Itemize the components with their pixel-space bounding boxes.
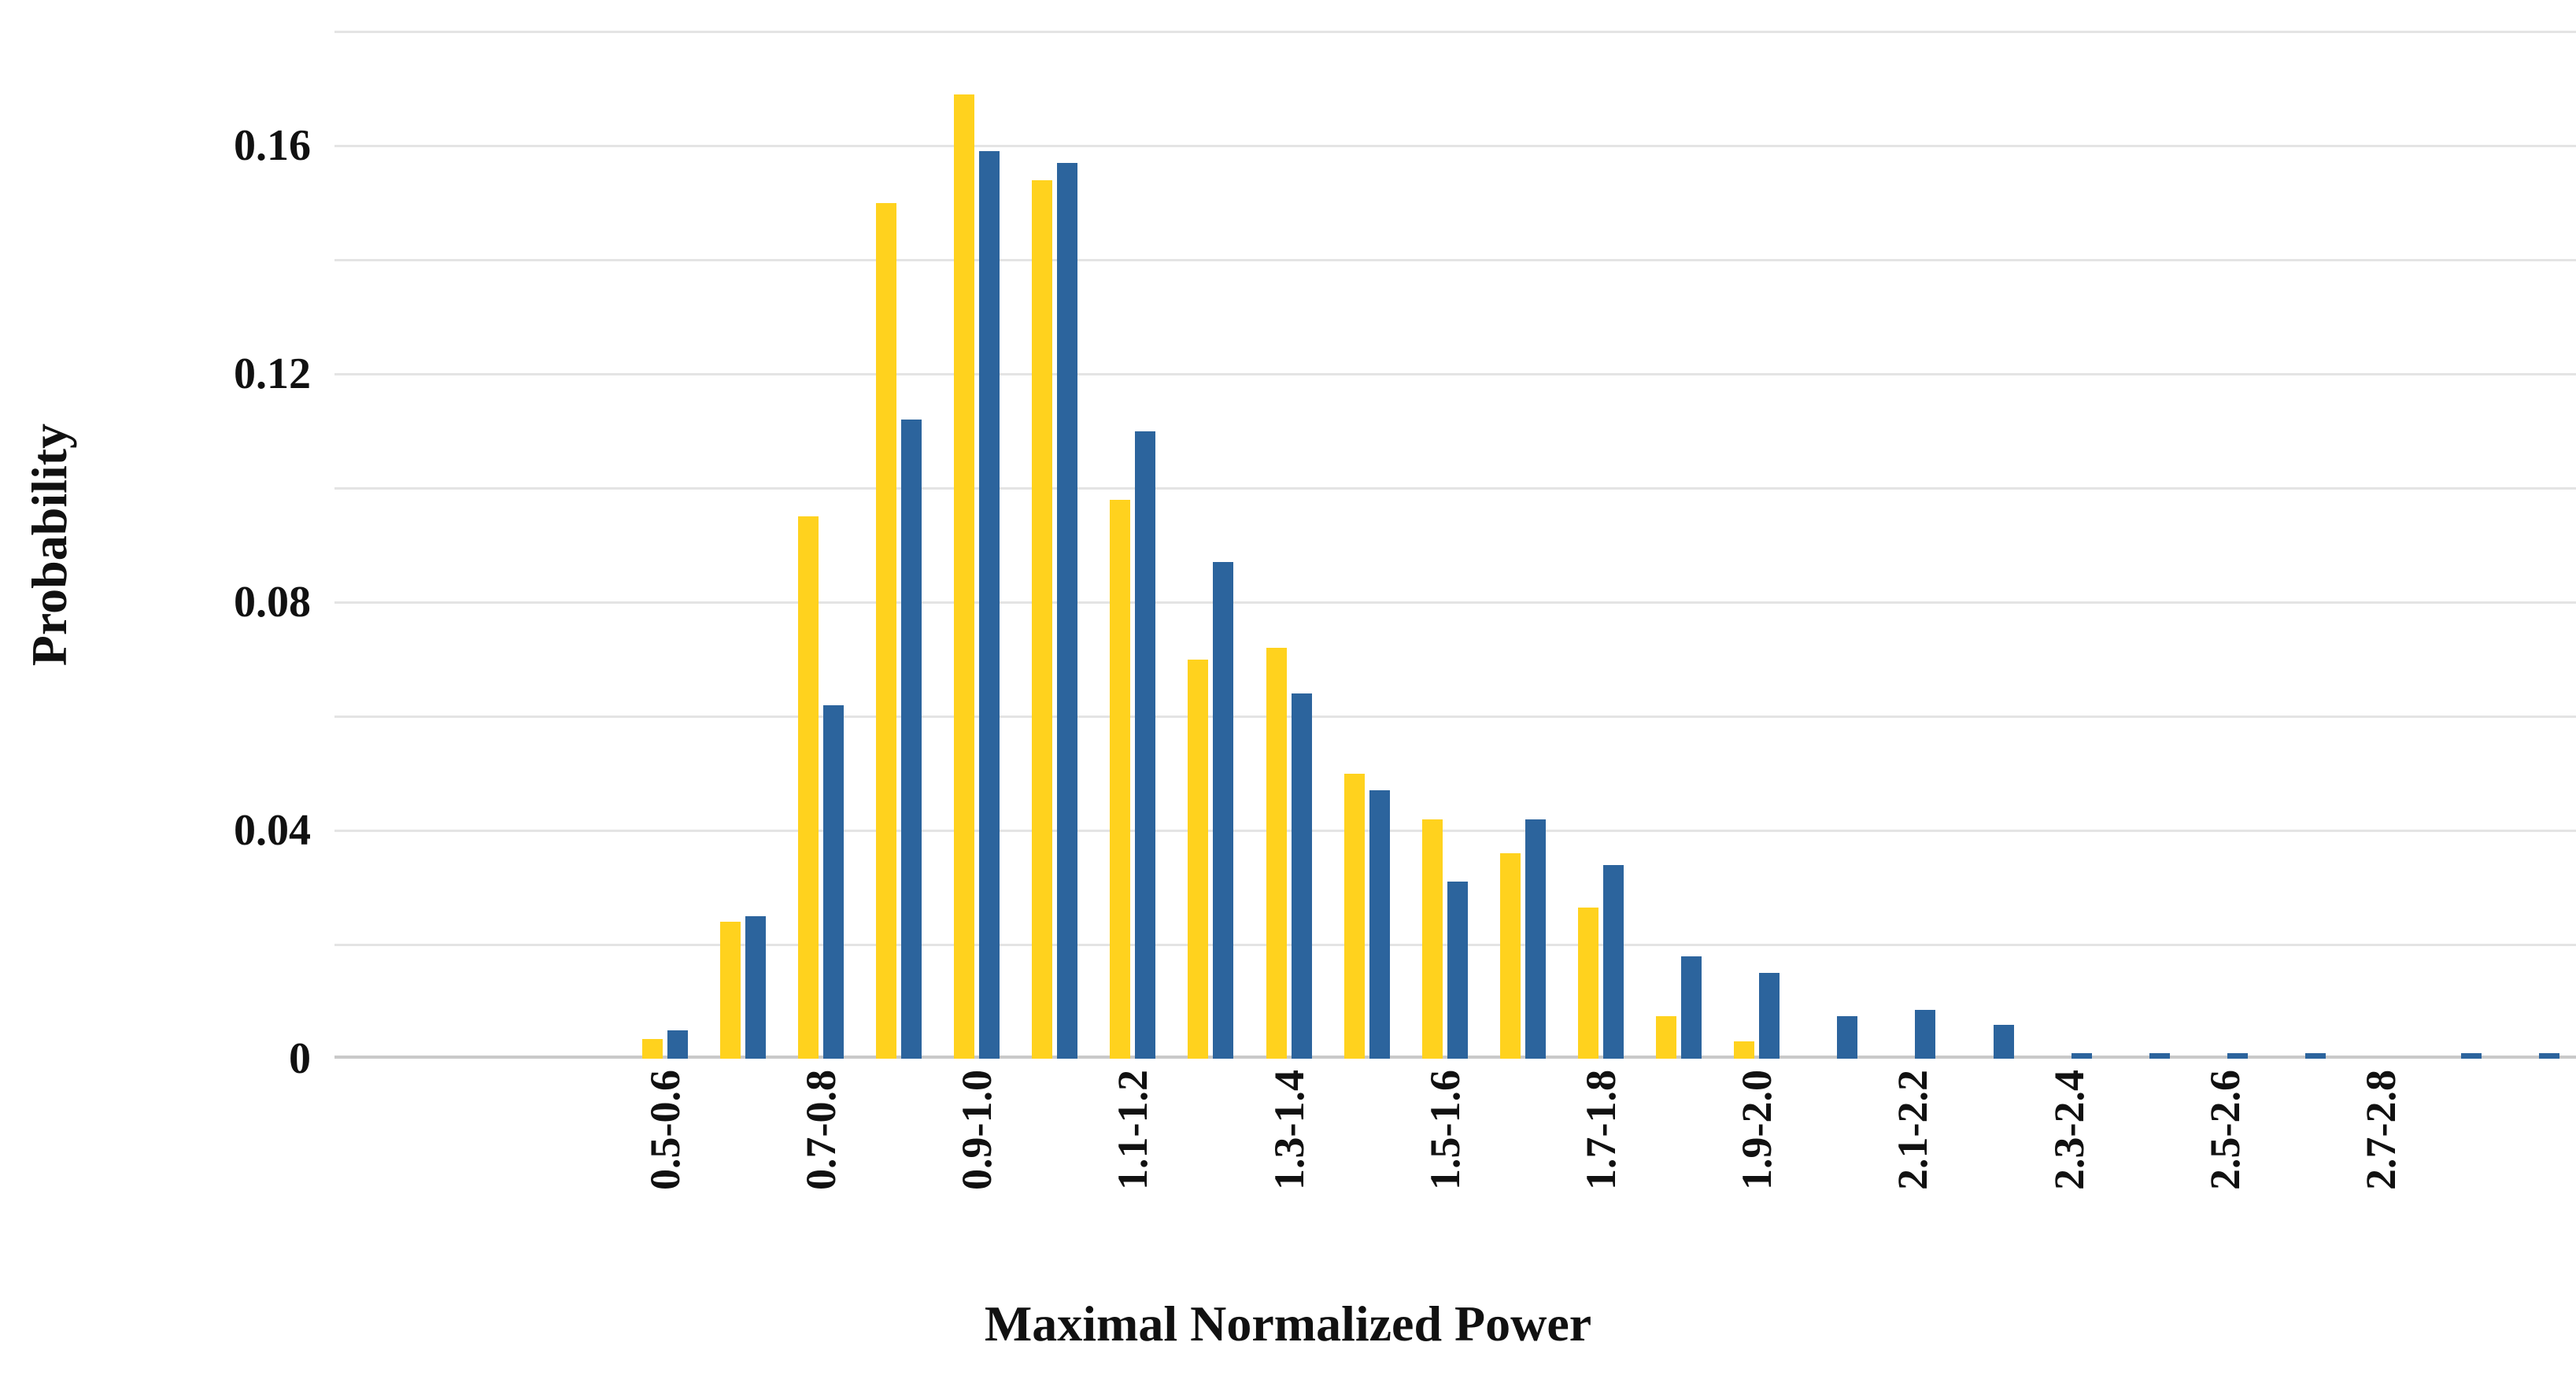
bar-yellow [875, 202, 896, 1059]
bar-yellow [1032, 179, 1053, 1059]
bar-yellow [1578, 907, 1598, 1059]
gridline [334, 829, 2576, 832]
x-tick-label: 1.1-1.2 [1109, 1070, 1157, 1190]
bar-blue [667, 1030, 688, 1059]
x-tick-label: 2.1-2.2 [1889, 1070, 1937, 1190]
bar-blue [1213, 562, 1234, 1059]
bar-yellow [954, 94, 975, 1059]
x-tick-label: 0.7-0.8 [796, 1070, 844, 1190]
bar-blue [1369, 790, 1390, 1059]
bar-blue [1603, 864, 1624, 1059]
bar-blue [2227, 1052, 2248, 1059]
y-tick-label: 0.08 [234, 578, 311, 627]
bar-yellow [1343, 773, 1365, 1059]
gridline [334, 144, 2576, 147]
y-tick-label: 0 [289, 1034, 311, 1083]
y-tick-label: 0.04 [234, 806, 311, 855]
bar-blue [2461, 1052, 2482, 1059]
bar-yellow [1266, 648, 1287, 1059]
y-axis-title: Probability [21, 423, 77, 667]
bar-blue [1915, 1010, 1936, 1059]
x-tick-label: 0.9-1.0 [953, 1070, 1001, 1190]
x-tick-label: 1.3-1.4 [1265, 1070, 1313, 1190]
bar-blue [822, 704, 844, 1059]
bar-yellow [719, 922, 741, 1059]
gridline [334, 486, 2576, 490]
bar-yellow [1499, 853, 1521, 1059]
bar-blue [2305, 1052, 2327, 1059]
x-tick-label: 2.5-2.6 [2201, 1070, 2249, 1190]
bar-yellow [641, 1038, 663, 1059]
gridline [334, 30, 2576, 33]
plot-area [334, 30, 2576, 1059]
gridline [334, 372, 2576, 375]
y-tick-label: 0.16 [234, 121, 311, 170]
bar-yellow [1188, 659, 1209, 1059]
bar-blue [1447, 882, 1468, 1059]
x-tick-label: 1.5-1.6 [1421, 1070, 1469, 1190]
bar-blue [2539, 1052, 2560, 1059]
bar-blue [2071, 1052, 2092, 1059]
bar-yellow [1421, 819, 1443, 1059]
bar-blue [1993, 1024, 2014, 1059]
bar-blue [1837, 1015, 1858, 1059]
bar-blue [979, 151, 1000, 1059]
bar-blue [745, 915, 766, 1059]
bar-yellow [1656, 1015, 1677, 1059]
gridline [334, 715, 2576, 718]
bar-yellow [797, 516, 819, 1059]
bar-blue [1681, 956, 1702, 1059]
x-tick-label: 1.9-2.0 [1733, 1070, 1781, 1190]
bar-blue [1525, 819, 1546, 1059]
bar-blue [2149, 1052, 2170, 1059]
bar-blue [1291, 693, 1312, 1059]
x-tick-label: 2.3-2.4 [2045, 1070, 2093, 1190]
bar-blue [1135, 431, 1156, 1059]
x-axis-title: Maximal Normalized Power [984, 1296, 1592, 1351]
gridline [334, 601, 2576, 604]
bar-blue [1759, 973, 1780, 1059]
x-tick-label: 1.7-1.8 [1577, 1070, 1624, 1190]
bar-blue [900, 420, 922, 1059]
y-axis-title-wrap: Probability [14, 31, 85, 1059]
x-tick-label: 2.7-2.8 [2357, 1070, 2405, 1190]
x-tick-label: 0.5-0.6 [641, 1070, 689, 1190]
bar-yellow [1734, 1041, 1755, 1059]
gridline [334, 258, 2576, 261]
bar-yellow [1110, 499, 1131, 1059]
y-tick-label: 0.12 [234, 349, 311, 398]
bar-blue [1057, 162, 1078, 1059]
